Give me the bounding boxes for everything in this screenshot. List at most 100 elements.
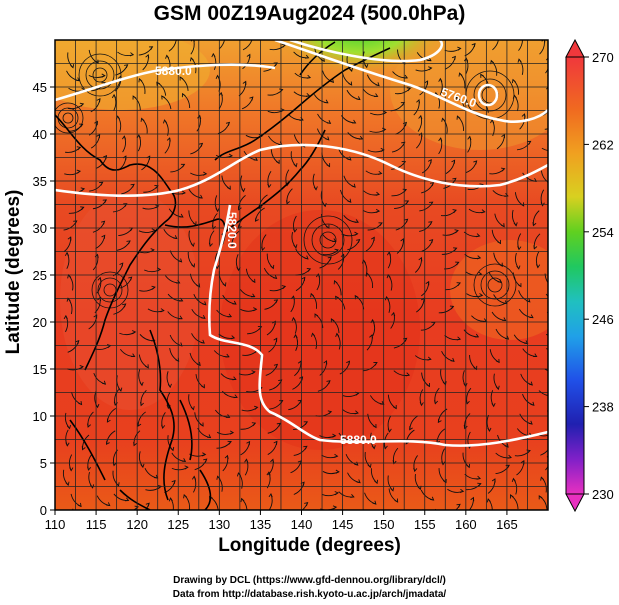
streamline-arrowhead [303,421,309,426]
streamline-arrowhead [521,113,526,118]
streamline-arrowhead [511,78,516,84]
streamline-arrowhead [540,202,545,207]
streamline-arrowhead [457,46,462,51]
streamline-arrowhead [81,446,86,451]
streamline-arrowhead [449,305,455,310]
streamline-arrowhead [151,285,156,290]
streamline-arrowhead [191,263,196,268]
streamline-arrowhead [528,381,533,386]
streamline [540,170,548,183]
streamline-arrowhead [215,74,220,79]
streamline-arrowhead [463,424,468,430]
streamline-arrowhead [473,160,478,165]
streamline-arrowhead [268,493,273,498]
streamline-arrowhead [303,445,308,450]
streamline-arrowhead [528,420,533,425]
streamline-arrowhead [246,53,251,58]
streamline-arrowhead [560,312,563,315]
streamline [190,40,195,55]
streamline-arrowhead [427,356,432,361]
streamline-arrowhead [304,501,309,507]
streamline-arrowhead [558,368,561,371]
streamline-arrowhead [136,134,141,139]
streamline-arrowhead [429,238,434,244]
streamline-arrowhead [375,82,380,87]
streamline-arrowhead [300,481,305,486]
streamline-arrowhead [97,276,102,282]
streamline-arrowhead [181,92,186,98]
streamline-arrowhead [75,340,80,345]
streamline-arrowhead [520,35,523,38]
streamline-arrowhead [199,422,204,427]
streamline-arrowhead [352,119,357,124]
vortex-streamline [480,270,510,300]
streamline-arrowhead [171,479,176,485]
streamline-arrowhead [254,217,259,222]
streamline-arrowhead [270,264,275,270]
streamline-arrowhead [549,101,552,104]
streamline-arrowhead [559,332,562,335]
streamline-arrowhead [253,307,258,312]
streamline-arrowhead [551,431,554,434]
streamline-arrowhead [550,284,553,287]
streamline-arrowhead [326,380,331,385]
streamline-arrowhead [497,239,502,245]
streamline-arrowhead [101,73,106,78]
streamline-arrowhead [504,443,509,448]
vortex-streamline [85,60,115,90]
streamline-arrowhead [198,142,204,147]
streamline-arrowhead [160,308,165,313]
streamline-arrowhead [181,190,186,195]
streamline-arrowhead [304,54,310,59]
streamline-arrowhead [442,479,447,484]
streamline-arrowhead [334,453,339,459]
streamline-arrowhead [476,233,481,238]
streamline-arrowhead [425,280,430,286]
y-tick-label: 45 [33,80,47,95]
streamline-arrowhead [270,458,275,463]
streamline-arrowhead [373,361,378,366]
streamline-arrowhead [280,108,285,113]
streamline-arrowhead [134,505,139,510]
streamline-arrowhead [327,256,332,261]
streamline-arrowhead [78,400,83,406]
streamline-arrowhead [474,333,480,338]
streamline-arrowhead [409,426,413,431]
streamline-arrowhead [69,467,74,472]
streamline-arrowhead [249,96,254,101]
streamline-arrowhead [163,119,168,124]
streamline-arrowhead [418,132,423,137]
streamline [396,509,397,510]
streamline-arrowhead [232,300,237,305]
streamline-arrowhead [491,402,496,408]
streamline-arrowhead [65,481,70,487]
streamline-arrowhead [230,335,236,340]
x-tick-label: 135 [250,517,272,532]
streamline-arrowhead [240,497,245,503]
streamline [544,128,548,130]
vortex-streamline [103,283,117,297]
streamline-arrowhead [130,183,135,188]
streamline-arrowhead [190,406,195,411]
streamline-arrowhead [64,251,70,257]
credit-drawing: Drawing by DCL (https://www.gfd-dennou.o… [173,575,446,586]
streamline-arrowhead [394,498,399,503]
streamline-arrowhead [406,515,409,518]
streamline-arrowhead [367,463,372,469]
colorbar-tick-label: 238 [592,400,614,415]
streamline-arrowhead [516,265,521,270]
streamline-arrowhead [106,418,111,423]
streamline-arrowhead [513,222,518,227]
streamline [545,293,548,297]
streamline [219,40,225,49]
streamline-arrowhead [180,163,186,168]
streamline-arrowhead [77,502,82,508]
streamline-arrowhead [418,256,423,262]
streamline-arrowhead [111,93,117,99]
streamline-arrowhead [145,502,150,507]
streamline-arrowhead [351,183,356,188]
streamline-arrowhead [202,452,207,457]
streamline-arrowhead [347,198,352,203]
streamline-arrowhead [90,484,95,489]
streamline-arrowhead [148,46,154,51]
